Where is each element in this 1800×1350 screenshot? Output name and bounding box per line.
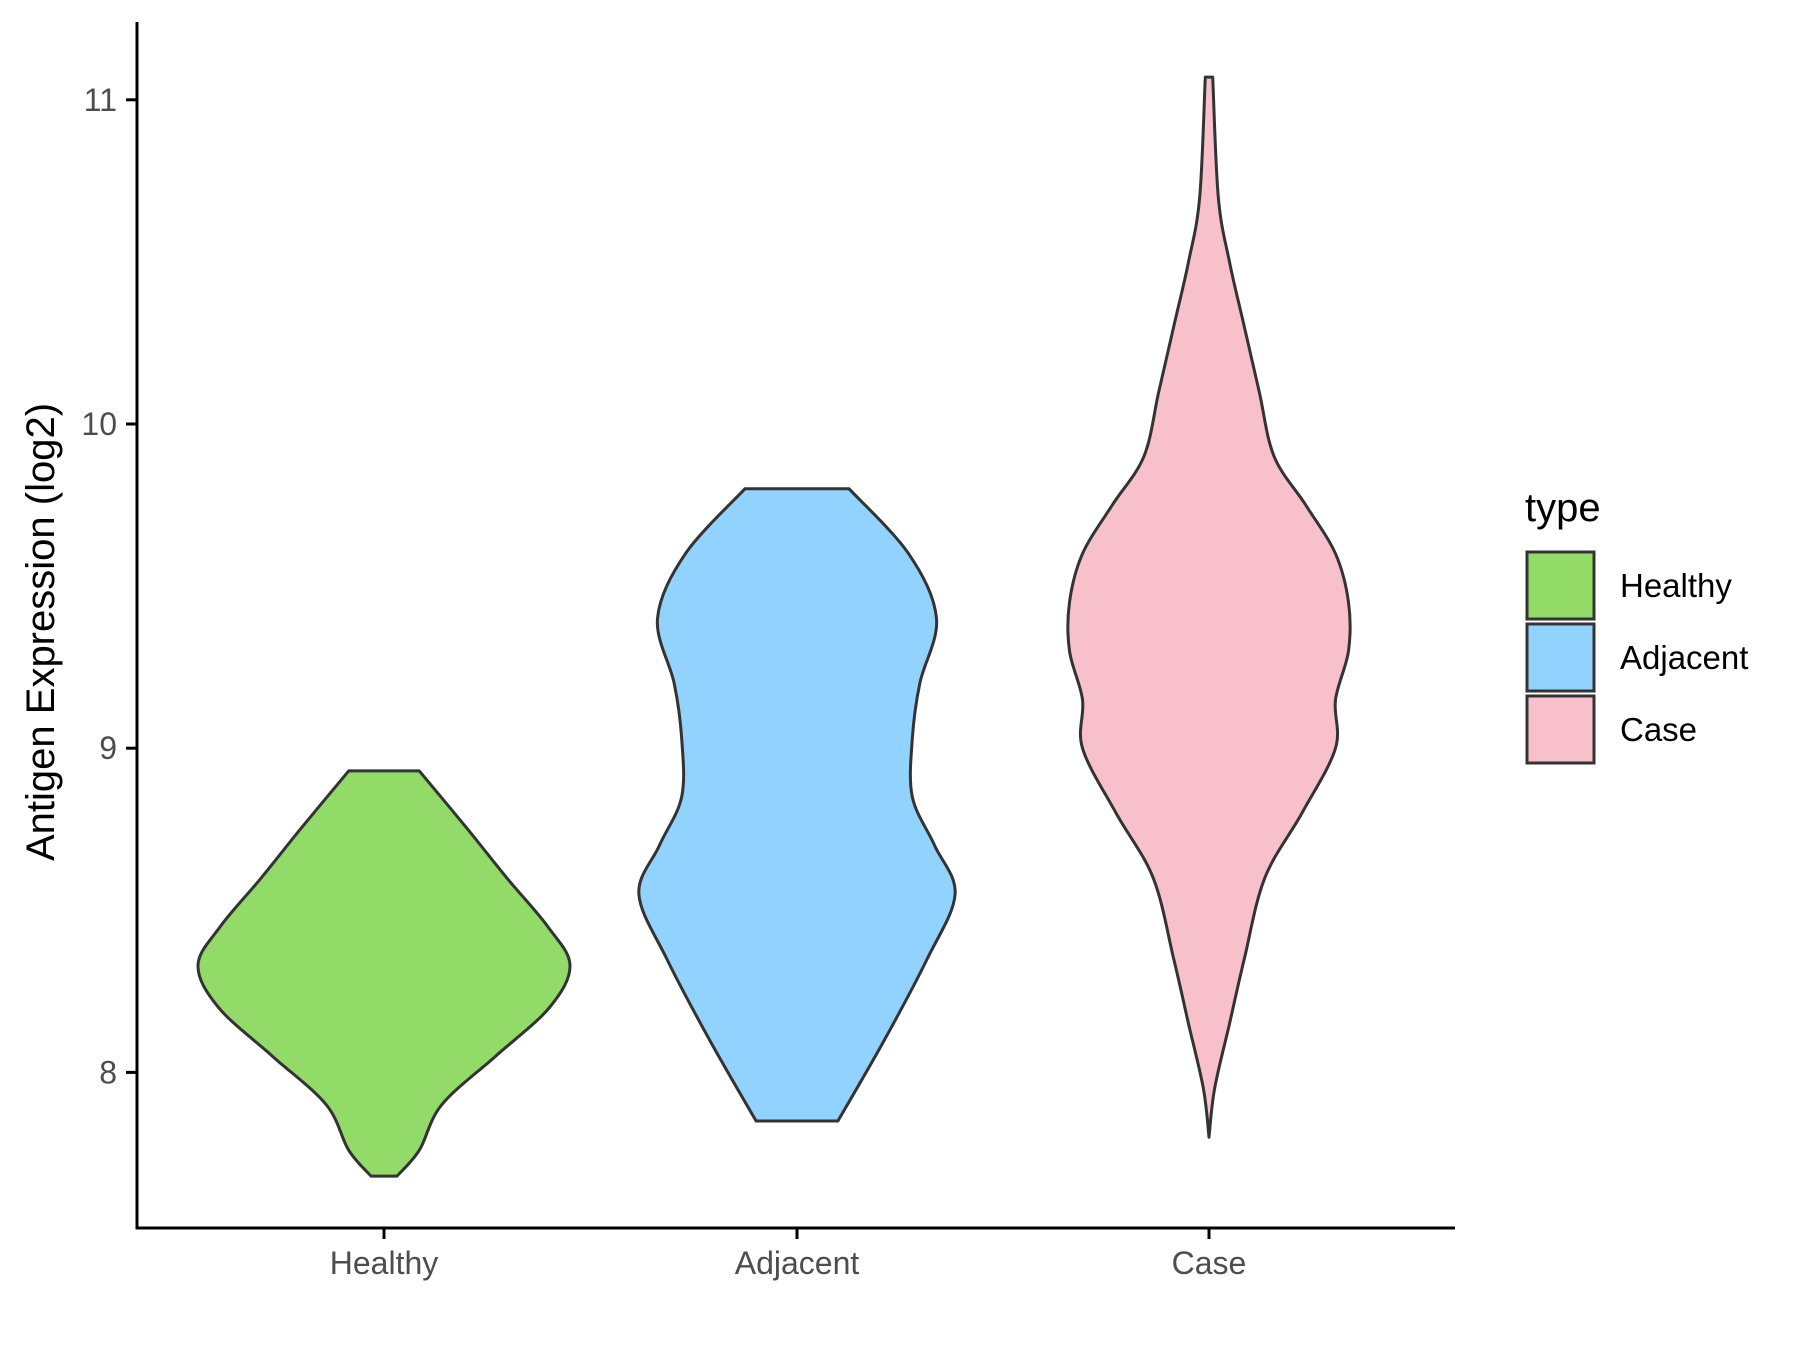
legend-key-case: [1525, 694, 1596, 765]
violin-layer: [196, 75, 1352, 1178]
x-tick-label: Case: [1172, 1245, 1247, 1281]
violin-case: [1066, 75, 1352, 1139]
legend-key-healthy: [1525, 550, 1596, 621]
legend-label-adjacent: Adjacent: [1620, 639, 1748, 676]
x-tick-label: Adjacent: [735, 1245, 860, 1281]
legend-label-healthy: Healthy: [1620, 567, 1732, 604]
y-axis-ticks: 8 9 10 11: [81, 82, 137, 1090]
x-tick-label: Healthy: [330, 1245, 439, 1281]
legend: type Healthy Adjacent Case: [1525, 486, 1748, 765]
y-tick-label: 8: [99, 1054, 117, 1090]
violin-adjacent: [637, 487, 957, 1123]
legend-title: type: [1525, 486, 1601, 530]
violin-healthy: [196, 769, 572, 1178]
y-tick-label: 9: [99, 730, 117, 766]
y-tick-label: 10: [81, 406, 117, 442]
y-axis-title: Antigen Expression (log2): [19, 403, 63, 861]
legend-label-case: Case: [1620, 711, 1697, 748]
x-axis-ticks: Healthy Adjacent Case: [330, 1228, 1247, 1281]
legend-key-adjacent: [1525, 622, 1596, 693]
y-tick-label: 11: [84, 82, 117, 118]
legend-items: Healthy Adjacent Case: [1525, 550, 1748, 765]
